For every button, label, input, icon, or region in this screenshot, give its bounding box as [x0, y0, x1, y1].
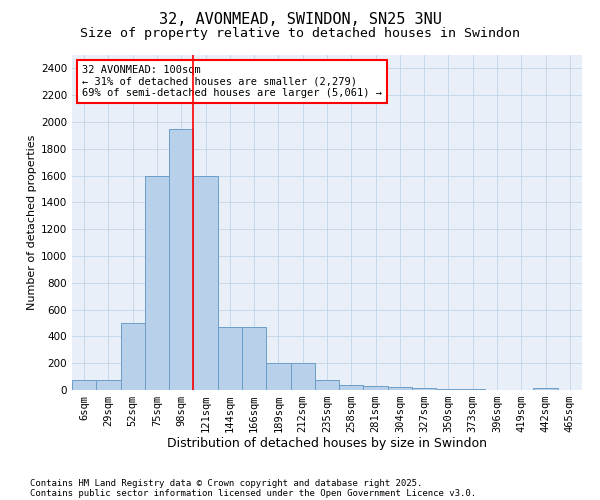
Bar: [533, 388, 558, 390]
Y-axis label: Number of detached properties: Number of detached properties: [27, 135, 37, 310]
Text: 32 AVONMEAD: 100sqm
← 31% of detached houses are smaller (2,279)
69% of semi-det: 32 AVONMEAD: 100sqm ← 31% of detached ho…: [82, 65, 382, 98]
Text: Contains HM Land Registry data © Crown copyright and database right 2025.: Contains HM Land Registry data © Crown c…: [30, 478, 422, 488]
Bar: [218, 327, 242, 390]
Bar: [290, 363, 315, 390]
X-axis label: Distribution of detached houses by size in Swindon: Distribution of detached houses by size …: [167, 436, 487, 450]
Text: Contains public sector information licensed under the Open Government Licence v3: Contains public sector information licen…: [30, 488, 476, 498]
Bar: [266, 363, 290, 390]
Bar: [121, 323, 145, 390]
Bar: [96, 380, 121, 390]
Bar: [339, 386, 364, 390]
Bar: [72, 380, 96, 390]
Text: Size of property relative to detached houses in Swindon: Size of property relative to detached ho…: [80, 28, 520, 40]
Bar: [364, 386, 388, 390]
Bar: [315, 380, 339, 390]
Text: 32, AVONMEAD, SWINDON, SN25 3NU: 32, AVONMEAD, SWINDON, SN25 3NU: [158, 12, 442, 28]
Bar: [412, 388, 436, 390]
Bar: [436, 388, 461, 390]
Bar: [193, 176, 218, 390]
Bar: [388, 388, 412, 390]
Bar: [242, 327, 266, 390]
Bar: [169, 128, 193, 390]
Bar: [145, 176, 169, 390]
